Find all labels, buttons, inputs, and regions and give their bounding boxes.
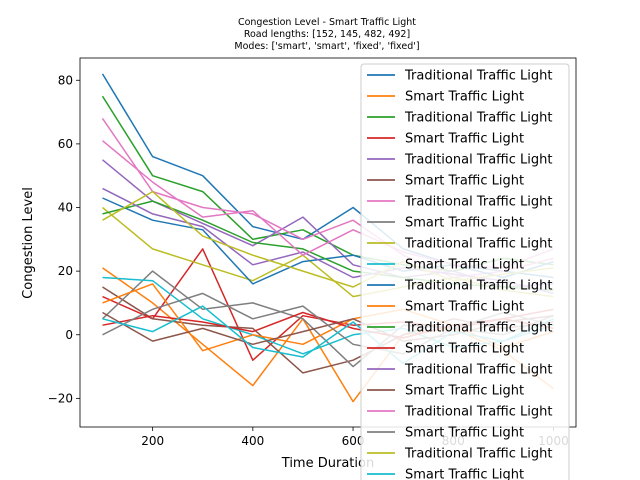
legend-entry-label: Smart Traffic Light: [405, 342, 524, 357]
plot-frame: [79, 57, 577, 428]
chart-title-line-1: Congestion Level - Smart Traffic Light: [238, 17, 416, 28]
legend-entry-label: Traditional Traffic Light: [404, 195, 552, 210]
chart-title: Congestion Level - Smart Traffic Light R…: [234, 17, 419, 52]
y-axis: −20 0 20 40 60 80: [48, 73, 80, 405]
y-tick-label: 60: [58, 137, 73, 151]
x-tick-label: 200: [141, 434, 164, 448]
legend-entry-label: Smart Traffic Light: [405, 174, 524, 189]
legend-box: [360, 63, 570, 480]
legend-entry-label: Smart Traffic Light: [405, 132, 524, 147]
legend-entry-label: Traditional Traffic Light: [404, 279, 552, 294]
chart-title-line-2: Road lengths: [152, 145, 482, 492]: [244, 29, 410, 40]
legend-entry-label: Smart Traffic Light: [405, 216, 524, 231]
legend-entry-label: Smart Traffic Light: [405, 384, 524, 399]
legend-entry-label: Traditional Traffic Light: [404, 363, 552, 378]
legend-entry-label: Traditional Traffic Light: [404, 153, 552, 168]
legend-entry-label: Traditional Traffic Light: [404, 69, 552, 84]
legend: Traditional Traffic Light Smart Traffic L…: [360, 63, 570, 480]
y-tick-label: 80: [58, 73, 73, 87]
y-tick-label: 20: [58, 264, 73, 278]
x-axis-label: Time Duration: [281, 456, 374, 471]
x-tick-label: 400: [241, 434, 264, 448]
y-tick-label: −20: [48, 391, 73, 405]
legend-entry-label: Smart Traffic Light: [405, 300, 524, 315]
y-tick-label: 40: [58, 201, 73, 215]
legend-entry-label: Smart Traffic Light: [405, 90, 524, 105]
legend-entry-label: Traditional Traffic Light: [404, 111, 552, 126]
legend-entry-label: Smart Traffic Light: [405, 258, 524, 273]
y-axis-label: Congestion Level: [21, 187, 36, 299]
legend-entry-label: Traditional Traffic Light: [404, 237, 552, 252]
x-tick-label: 600: [342, 434, 365, 448]
y-tick-label: 0: [65, 328, 73, 342]
legend-entry-label: Smart Traffic Light: [405, 468, 524, 480]
legend-entry-label: Traditional Traffic Light: [404, 405, 552, 420]
legend-entry-label: Smart Traffic Light: [405, 426, 524, 441]
legend-entry-label: Traditional Traffic Light: [404, 321, 552, 336]
legend-entry-label: Traditional Traffic Light: [404, 447, 552, 462]
chart-title-line-3: Modes: ['smart', 'smart', 'fixed', 'fixe…: [234, 41, 419, 52]
